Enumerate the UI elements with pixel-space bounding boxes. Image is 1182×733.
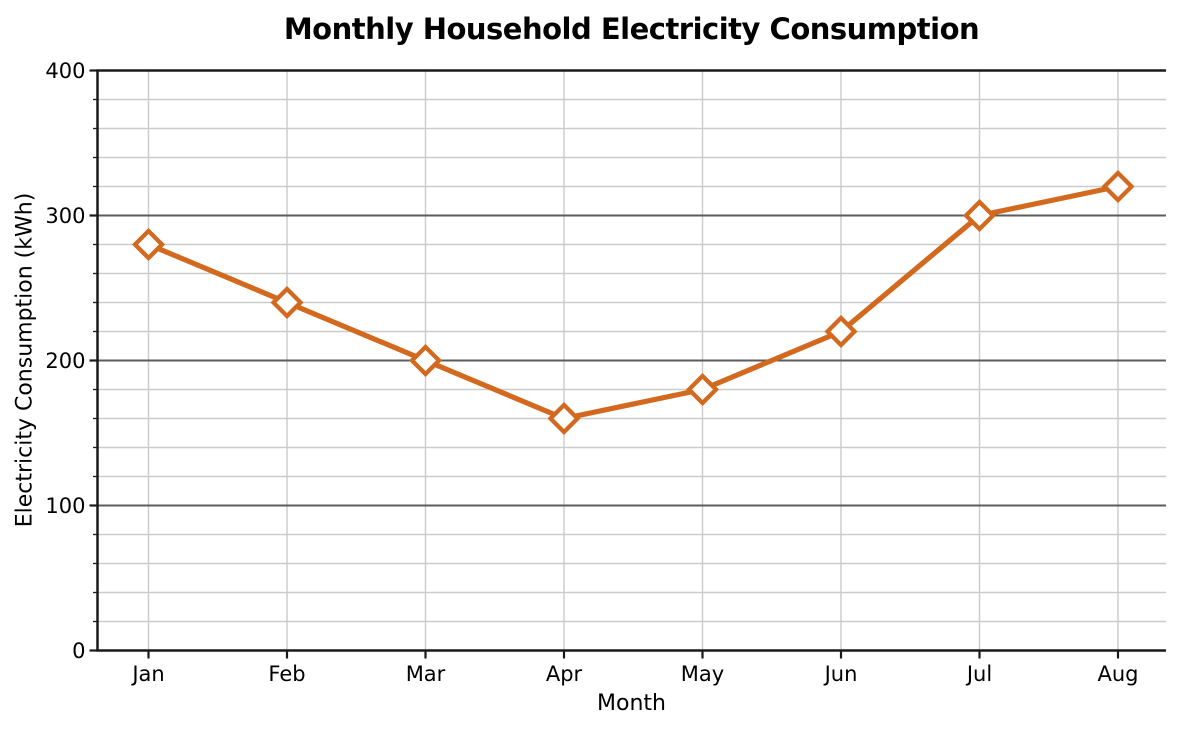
x-tick-label: Aug bbox=[1097, 661, 1139, 686]
y-tick-label: 300 bbox=[45, 203, 86, 228]
data-line bbox=[145, 183, 1121, 422]
y-tick-label: 200 bbox=[45, 348, 86, 373]
data-point-marker bbox=[962, 198, 997, 233]
data-point-marker bbox=[547, 401, 581, 436]
x-tick-label: Jan bbox=[132, 661, 165, 686]
x-tick-label: Feb bbox=[268, 661, 306, 686]
y-tick-label: 100 bbox=[45, 493, 86, 518]
x-tick-label: Jul bbox=[966, 661, 993, 686]
data-point-marker bbox=[408, 343, 443, 378]
chart-title: Monthly Household Electricity Consumptio… bbox=[283, 12, 980, 46]
x-axis-label: Month bbox=[597, 691, 666, 716]
data-point-marker bbox=[685, 372, 720, 407]
data-point-marker bbox=[824, 314, 858, 349]
x-tick-label: May bbox=[680, 661, 725, 686]
x-tick-label: Mar bbox=[405, 661, 446, 686]
data-point-marker bbox=[131, 227, 166, 262]
data-point-marker bbox=[1101, 169, 1135, 204]
y-tick-label: 0 bbox=[72, 638, 86, 663]
y-tick-label: 400 bbox=[45, 58, 86, 83]
x-tick-label: Apr bbox=[545, 661, 583, 686]
data-point-marker bbox=[270, 285, 304, 320]
x-tick-label: Jun bbox=[824, 661, 858, 686]
